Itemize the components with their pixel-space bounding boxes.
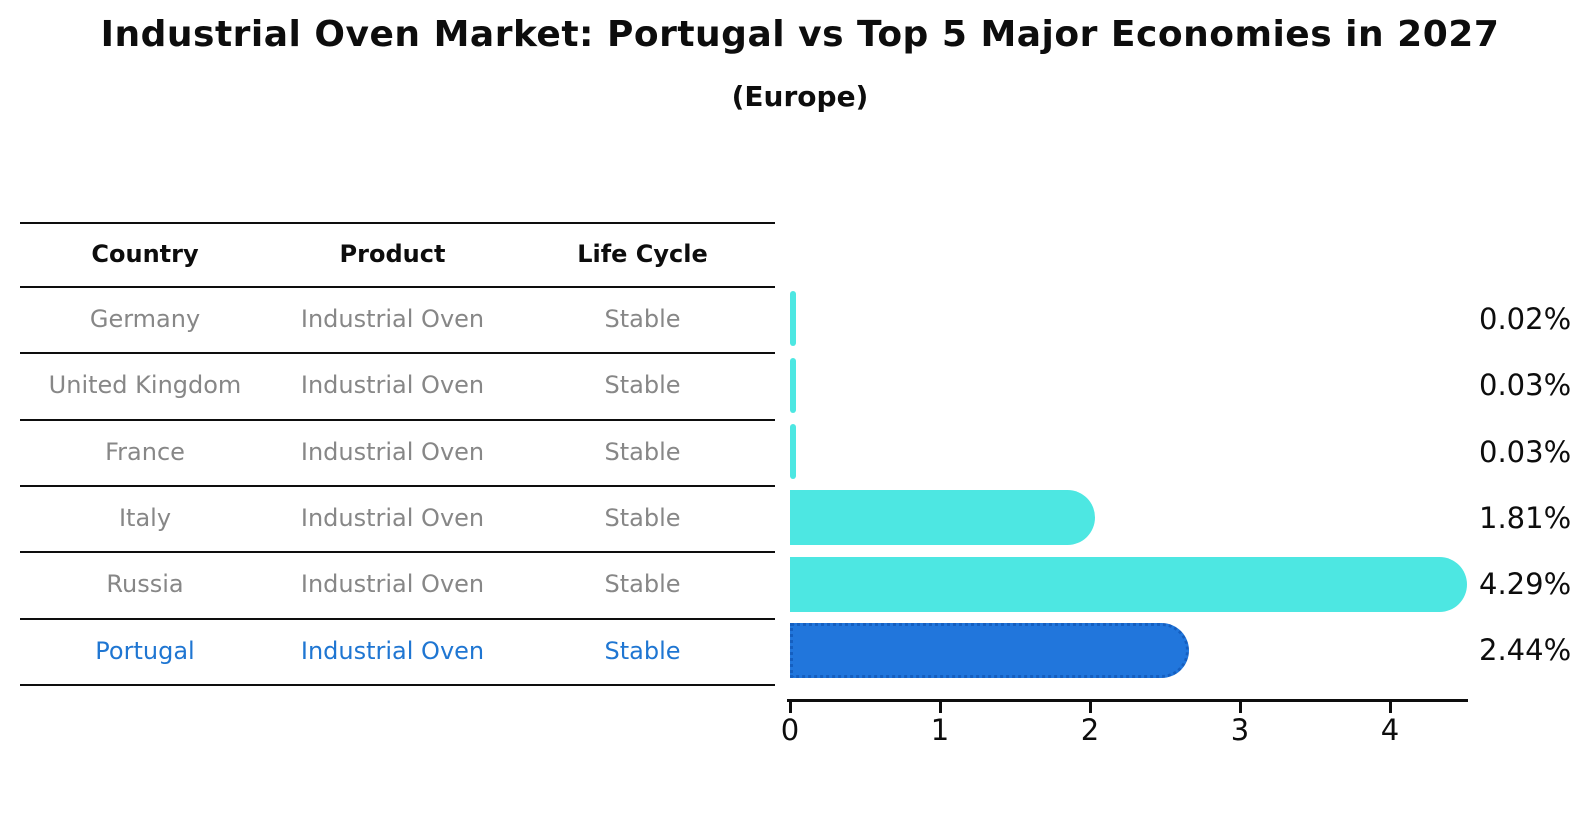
bar-france xyxy=(790,424,796,479)
row-divider xyxy=(20,618,775,620)
life-cycle-cell: Stable xyxy=(604,371,681,399)
value-label: 1.81% xyxy=(1479,501,1572,535)
product-cell: Industrial Oven xyxy=(300,570,485,598)
row-divider xyxy=(20,485,775,487)
value-label: 0.03% xyxy=(1479,435,1572,469)
chart-subtitle: (Europe) xyxy=(731,80,869,113)
table-header-divider xyxy=(20,286,775,288)
life-cycle-cell: Stable xyxy=(604,438,681,466)
life-cycle-cell: Stable xyxy=(604,637,681,665)
x-axis-line xyxy=(787,699,1468,702)
x-axis-tick-label: 2 xyxy=(1080,713,1100,747)
row-divider xyxy=(20,352,775,354)
column-header-country: Country xyxy=(91,240,199,268)
x-axis-tick xyxy=(1239,701,1242,713)
table-border-top xyxy=(20,222,775,224)
bar-united-kingdom xyxy=(790,358,796,413)
bar-germany xyxy=(790,291,796,346)
column-header-product: Product xyxy=(339,240,446,268)
row-divider xyxy=(20,419,775,421)
country-cell: Russia xyxy=(106,570,184,598)
product-cell: Industrial Oven xyxy=(300,371,485,399)
x-axis-tick xyxy=(1389,701,1392,713)
column-header-life-cycle: Life Cycle xyxy=(577,240,708,268)
product-cell: Industrial Oven xyxy=(300,305,485,333)
value-label: 2.44% xyxy=(1479,633,1572,667)
x-axis-tick xyxy=(1089,701,1092,713)
x-axis-tick-label: 1 xyxy=(930,713,950,747)
country-cell: France xyxy=(105,438,185,466)
bar-portugal xyxy=(790,623,1189,678)
value-label: 0.02% xyxy=(1479,302,1572,336)
product-cell: Industrial Oven xyxy=(300,438,485,466)
product-cell: Industrial Oven xyxy=(300,504,485,532)
row-divider xyxy=(20,551,775,553)
x-axis-tick-label: 4 xyxy=(1380,713,1400,747)
bar-italy xyxy=(790,490,1095,545)
chart-title: Industrial Oven Market: Portugal vs Top … xyxy=(100,14,1500,55)
country-cell: Portugal xyxy=(95,637,195,665)
x-axis-tick-label: 3 xyxy=(1230,713,1250,747)
life-cycle-cell: Stable xyxy=(604,305,681,333)
x-axis-tick xyxy=(789,701,792,713)
bar-russia xyxy=(790,557,1467,612)
x-axis-tick xyxy=(939,701,942,713)
country-cell: Germany xyxy=(89,305,201,333)
life-cycle-cell: Stable xyxy=(604,504,681,532)
country-cell: Italy xyxy=(118,504,172,532)
x-axis-tick-label: 0 xyxy=(780,713,800,747)
table-border-bottom xyxy=(20,684,775,686)
life-cycle-cell: Stable xyxy=(604,570,681,598)
product-cell: Industrial Oven xyxy=(300,637,485,665)
country-cell: United Kingdom xyxy=(48,371,242,399)
value-label: 4.29% xyxy=(1479,567,1572,601)
value-label: 0.03% xyxy=(1479,368,1572,402)
